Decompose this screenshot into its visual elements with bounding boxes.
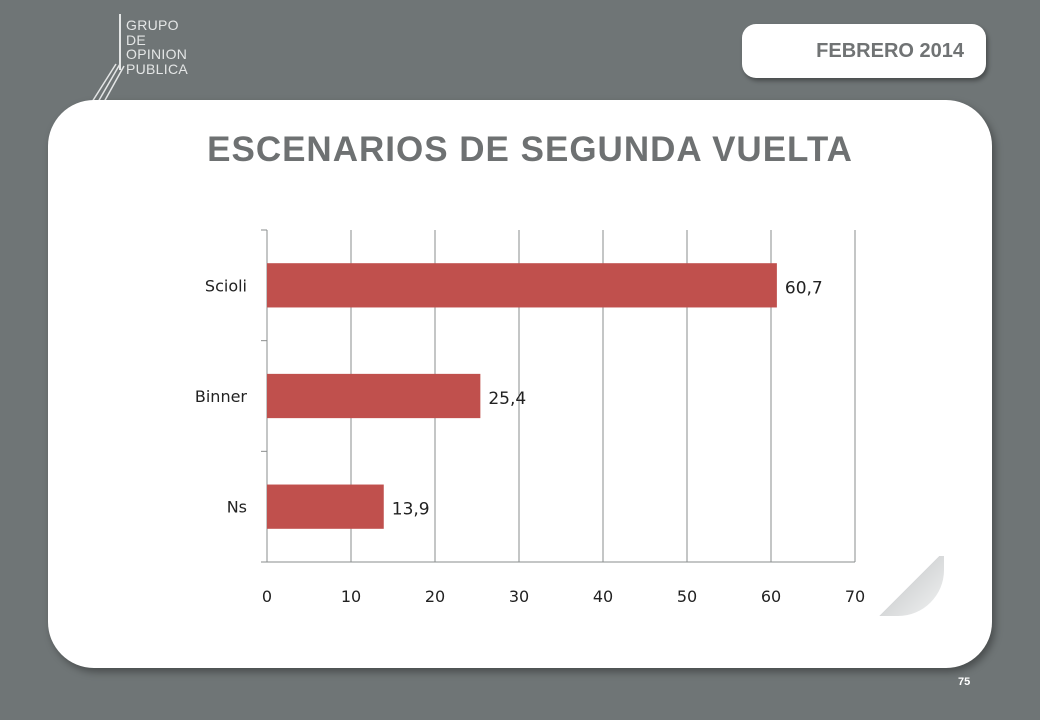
slide-title: ESCENARIOS DE SEGUNDA VUELTA: [207, 130, 853, 169]
logo-mark-icon: [91, 14, 125, 103]
category-label: Scioli: [205, 276, 247, 295]
category-label: Binner: [195, 387, 248, 406]
x-tick-label: 30: [509, 587, 529, 606]
data-label: 60,7: [785, 278, 823, 298]
x-tick-label: 60: [761, 587, 781, 606]
bar: [267, 484, 384, 529]
x-tick-label: 70: [845, 587, 865, 606]
x-tick-label: 20: [425, 587, 445, 606]
bar: [267, 373, 481, 419]
logo-text: GRUPO DE OPINION PUBLICA: [126, 18, 188, 76]
page-number: 75: [958, 676, 971, 688]
x-tick-label: 10: [341, 587, 361, 606]
x-tick-label: 40: [593, 587, 613, 606]
chart-bars: [267, 263, 777, 529]
date-badge: FEBRERO 2014: [742, 24, 986, 78]
data-label: 25,4: [488, 389, 526, 409]
logo-line: PUBLICA: [126, 60, 189, 77]
chart-labels: 0 10 20 30 40 50 60 70 Scioli 60,7 Binner 25,4 Ns 13,…: [195, 276, 865, 606]
date-text: FEBRERO 2014: [816, 39, 964, 62]
bar: [267, 263, 777, 308]
x-tick-label: 50: [677, 587, 697, 606]
logo: GRUPO DE OPINION PUBLICA: [88, 14, 218, 104]
category-label: Ns: [227, 498, 247, 517]
logo-line: DE: [126, 31, 147, 48]
logo-line: OPINION: [126, 46, 188, 62]
logo-line: GRUPO: [126, 17, 179, 33]
data-label: 13,9: [392, 500, 430, 520]
slide-card: [48, 100, 992, 668]
x-tick-label: 0: [262, 587, 272, 606]
